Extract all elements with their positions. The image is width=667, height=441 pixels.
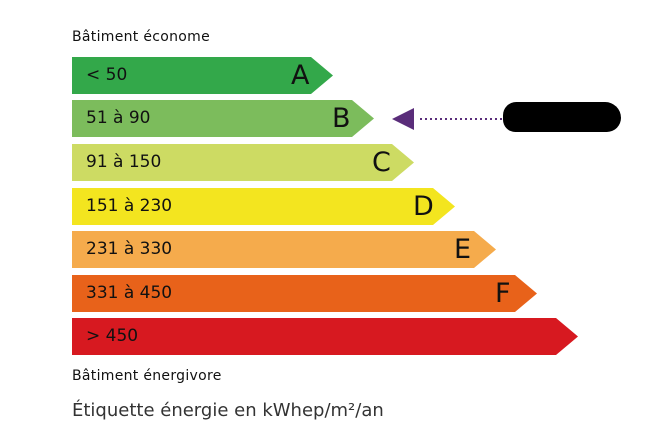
bar-shape: [72, 318, 578, 355]
class-range: 91 à 150: [86, 152, 162, 172]
class-letter: F: [495, 278, 511, 309]
class-range: 231 à 330: [86, 239, 173, 259]
bar-shape: [72, 188, 455, 225]
bar-shape: [72, 100, 374, 137]
class-letter: A: [291, 60, 310, 91]
class-letter: C: [372, 147, 391, 178]
bar-shape: [72, 57, 333, 94]
bar-shape: [72, 275, 537, 312]
class-range: > 450: [86, 326, 139, 346]
class-letter: E: [454, 234, 472, 265]
redacted-value: [503, 102, 621, 132]
energy-class-bar-c: 91 à 150 C: [72, 144, 414, 181]
bottom-label: Bâtiment énergivore: [72, 368, 222, 384]
class-range: < 50: [86, 65, 128, 85]
energy-class-bar-e: 231 à 330 E: [72, 231, 496, 268]
unit-label: Étiquette énergie en kWhep/m²/an: [72, 400, 384, 421]
class-letter: D: [413, 191, 434, 222]
class-range: 331 à 450: [86, 283, 173, 303]
energy-class-bar-b: 51 à 90 B: [72, 100, 374, 137]
class-range: 151 à 230: [86, 196, 173, 216]
energy-class-bar-a: < 50 A: [72, 57, 333, 94]
class-letter: B: [332, 103, 351, 134]
energy-class-bar-g: > 450: [72, 318, 578, 355]
bar-shape: [72, 231, 496, 268]
energy-class-bar-d: 151 à 230 D: [72, 188, 455, 225]
class-indicator-arrow: [392, 108, 502, 130]
top-label: Bâtiment économe: [72, 29, 210, 45]
class-range: 51 à 90: [86, 108, 151, 128]
bar-shape: [72, 144, 414, 181]
energy-class-bar-f: 331 à 450 F: [72, 275, 537, 312]
